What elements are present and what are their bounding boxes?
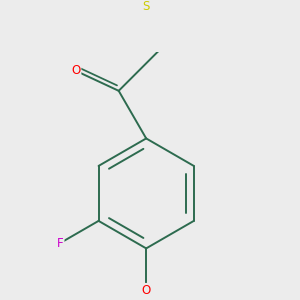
Text: O: O (71, 64, 80, 77)
Text: S: S (142, 0, 149, 13)
Text: F: F (57, 236, 64, 250)
Text: O: O (142, 284, 151, 297)
